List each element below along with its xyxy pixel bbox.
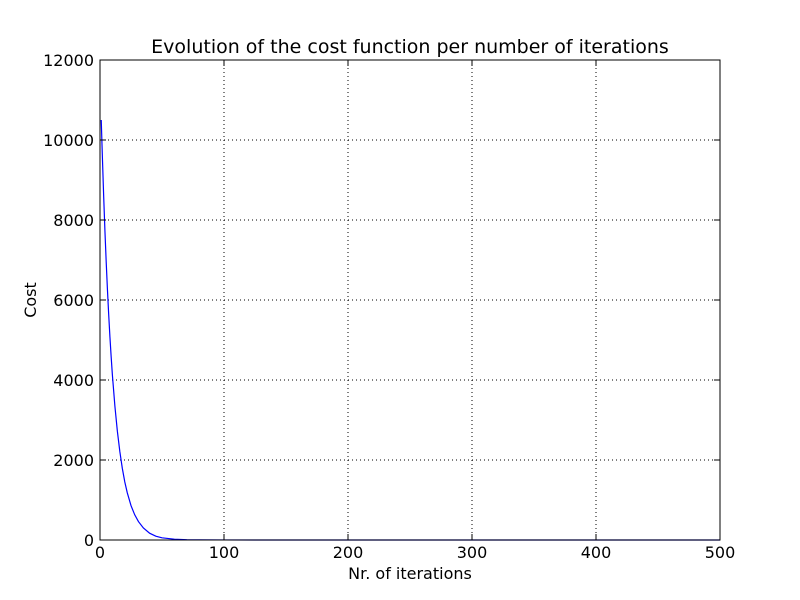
y-tick-label: 12000 <box>43 51 94 70</box>
x-tick-label: 400 <box>581 543 612 562</box>
y-tick-label: 4000 <box>53 371 94 390</box>
y-tick-label: 8000 <box>53 211 94 230</box>
x-tick-label: 300 <box>457 543 488 562</box>
y-tick-label: 6000 <box>53 291 94 310</box>
axis-ticks: 0 100 200 300 400 500 0 2000 4000 6000 8000 10000 12… <box>43 51 735 562</box>
chart-title: Evolution of the cost function per numbe… <box>151 36 669 58</box>
x-tick-label: 200 <box>333 543 364 562</box>
y-tick-label: 2000 <box>53 451 94 470</box>
x-tick-label: 0 <box>95 543 105 562</box>
grid-lines <box>100 60 720 540</box>
x-tick-label: 100 <box>209 543 240 562</box>
y-axis-label: Cost <box>21 282 40 318</box>
x-axis-label: Nr. of iterations <box>348 564 472 583</box>
y-tick-label: 0 <box>84 531 94 550</box>
x-tick-label: 500 <box>705 543 736 562</box>
y-tick-label: 10000 <box>43 131 94 150</box>
